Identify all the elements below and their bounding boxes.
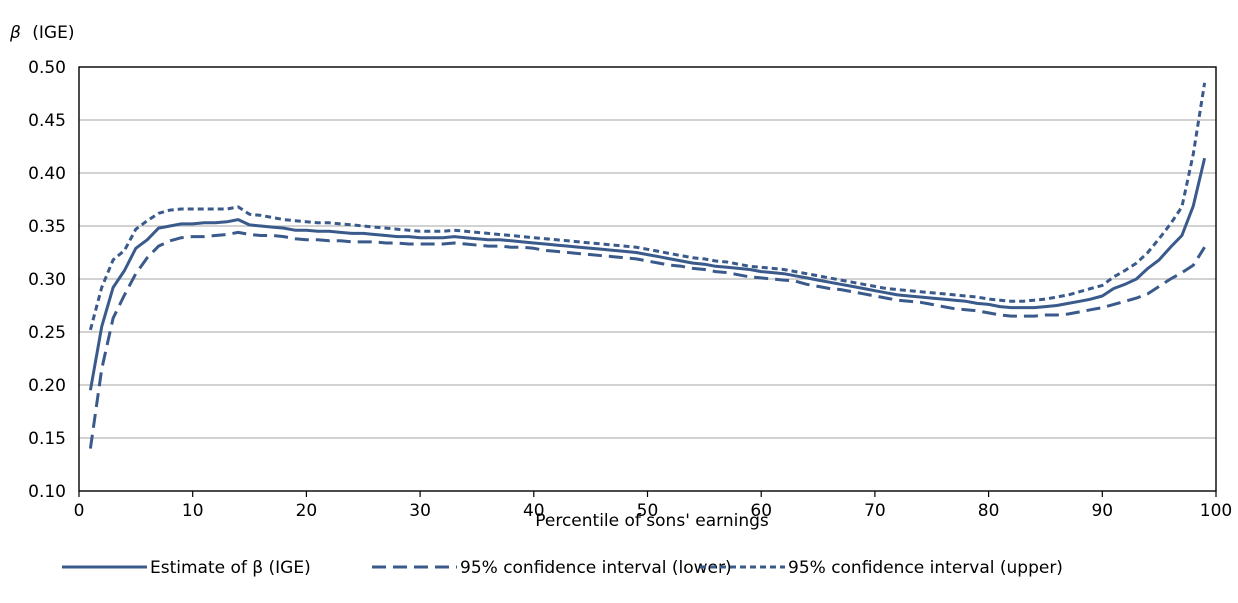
legend: Estimate of β (IGE) 95% confidence interv… (62, 558, 1063, 578)
legend-label-2: 95% confidence interval (lower) (460, 558, 732, 578)
x-tick-label: 100 (1200, 501, 1232, 521)
y-tick-label: 0.20 (28, 376, 66, 396)
x-tick-label: 0 (74, 501, 85, 521)
y-axis-tick-labels: 0.10 0.15 0.20 0.25 0.30 0.35 0.40 0.45 0.50 (28, 58, 66, 502)
x-tick-label: 70 (864, 501, 886, 521)
x-tick-label: 30 (409, 501, 431, 521)
y-axis-title-symbol: β (9, 23, 21, 43)
series-lines (88, 82, 1207, 449)
x-tick-label: 80 (978, 501, 1000, 521)
series-line-2 (88, 230, 1206, 449)
y-tick-label: 0.30 (28, 270, 66, 290)
y-axis-title: β (IGE) (9, 23, 74, 43)
x-tick-label: 20 (296, 501, 318, 521)
x-tick-label: 50 (637, 501, 659, 521)
gridlines (79, 119, 1216, 439)
x-tick-label: 90 (1091, 501, 1113, 521)
y-axis-title-text: (IGE) (32, 23, 74, 43)
y-tick-label: 0.35 (28, 217, 66, 237)
y-tick-label: 0.10 (28, 482, 66, 502)
x-tick-label: 10 (182, 501, 204, 521)
x-axis-title: Percentile of sons' earnings (535, 511, 769, 531)
series-line-3 (88, 82, 1207, 331)
y-tick-label: 0.45 (28, 111, 66, 131)
y-tick-label: 0.40 (28, 164, 66, 184)
y-tick-label: 0.25 (28, 323, 66, 343)
x-axis-tick-labels: 0 10 20 30 40 50 60 70 80 90 100 (74, 491, 1232, 521)
x-tick-label: 60 (750, 501, 772, 521)
series-line-1 (88, 157, 1207, 391)
y-tick-label: 0.15 (28, 429, 66, 449)
legend-label-3: 95% confidence interval (upper) (788, 558, 1063, 578)
x-tick-label: 40 (523, 501, 545, 521)
legend-label-1: Estimate of β (IGE) (150, 558, 311, 578)
y-tick-label: 0.50 (28, 58, 66, 78)
